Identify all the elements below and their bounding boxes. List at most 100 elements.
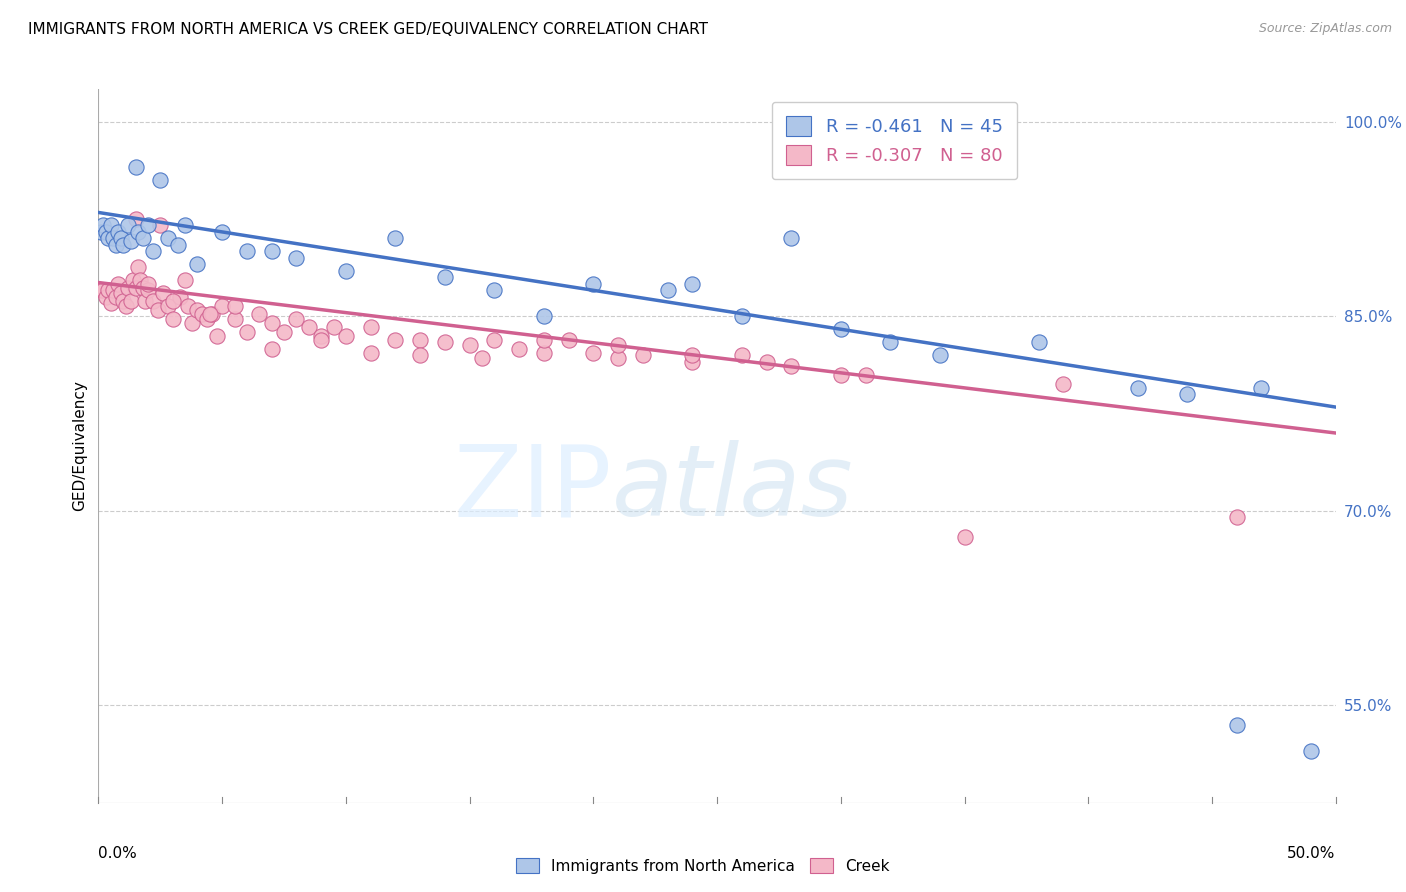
Point <box>309 328 332 343</box>
Point <box>198 307 221 321</box>
Point <box>533 333 555 347</box>
Point <box>533 310 555 324</box>
Point <box>104 290 127 304</box>
Point <box>409 348 432 362</box>
Point <box>156 231 179 245</box>
Point <box>93 283 115 297</box>
Point <box>166 238 188 252</box>
Point <box>236 244 259 259</box>
Point <box>582 345 605 359</box>
Point <box>186 302 208 317</box>
Point <box>322 319 344 334</box>
Point <box>1052 376 1074 391</box>
Point <box>136 219 159 233</box>
Text: 0.0%: 0.0% <box>98 846 138 861</box>
Point <box>260 316 283 330</box>
Point <box>285 311 308 326</box>
Point <box>90 225 112 239</box>
Point <box>162 293 184 308</box>
Point <box>335 328 357 343</box>
Point <box>107 277 129 291</box>
Point <box>1028 335 1050 350</box>
Point <box>169 290 191 304</box>
Point <box>236 325 259 339</box>
Point <box>879 335 901 350</box>
Point <box>433 270 456 285</box>
Point <box>533 345 555 359</box>
Point <box>93 219 115 233</box>
Point <box>124 211 146 226</box>
Point <box>384 333 406 347</box>
Point <box>124 281 146 295</box>
Point <box>681 277 703 291</box>
Point <box>298 319 321 334</box>
Point <box>176 299 198 313</box>
Point <box>360 319 382 334</box>
Point <box>855 368 877 382</box>
Point <box>104 238 127 252</box>
Point <box>174 219 197 233</box>
Point <box>1126 381 1149 395</box>
Point <box>681 354 703 368</box>
Point <box>181 316 204 330</box>
Point <box>124 160 146 174</box>
Point <box>433 335 456 350</box>
Point <box>211 299 233 313</box>
Legend: Immigrants from North America, Creek: Immigrants from North America, Creek <box>510 852 896 880</box>
Legend: R = -0.461   N = 45, R = -0.307   N = 80: R = -0.461 N = 45, R = -0.307 N = 80 <box>772 102 1018 179</box>
Point <box>285 251 308 265</box>
Point <box>780 231 803 245</box>
Point <box>114 299 136 313</box>
Point <box>120 293 142 308</box>
Point <box>657 283 679 297</box>
Point <box>136 277 159 291</box>
Point <box>103 231 125 245</box>
Point <box>110 231 132 245</box>
Point <box>146 302 169 317</box>
Point <box>247 307 270 321</box>
Point <box>149 173 172 187</box>
Point <box>335 264 357 278</box>
Point <box>211 225 233 239</box>
Text: 50.0%: 50.0% <box>1288 846 1336 861</box>
Point <box>928 348 950 362</box>
Point <box>127 225 149 239</box>
Point <box>205 328 228 343</box>
Point <box>1250 381 1272 395</box>
Point <box>484 283 506 297</box>
Text: IMMIGRANTS FROM NORTH AMERICA VS CREEK GED/EQUIVALENCY CORRELATION CHART: IMMIGRANTS FROM NORTH AMERICA VS CREEK G… <box>28 22 709 37</box>
Point <box>1299 744 1322 758</box>
Point <box>97 231 120 245</box>
Point <box>97 283 120 297</box>
Point <box>103 283 125 297</box>
Point <box>731 310 754 324</box>
Text: ZIP: ZIP <box>454 441 612 537</box>
Point <box>132 231 155 245</box>
Point <box>162 311 184 326</box>
Point <box>1226 510 1249 524</box>
Point <box>681 348 703 362</box>
Point <box>260 342 283 356</box>
Point <box>100 219 122 233</box>
Point <box>582 277 605 291</box>
Point <box>191 307 214 321</box>
Point <box>117 281 139 295</box>
Point <box>409 333 432 347</box>
Point <box>384 231 406 245</box>
Point <box>731 348 754 362</box>
Point <box>458 338 481 352</box>
Point <box>132 281 155 295</box>
Point <box>122 273 145 287</box>
Point <box>780 359 803 373</box>
Point <box>94 290 117 304</box>
Point <box>195 311 218 326</box>
Point <box>112 293 135 308</box>
Point <box>607 338 630 352</box>
Point <box>142 244 165 259</box>
Point <box>1175 387 1198 401</box>
Point <box>201 307 224 321</box>
Point <box>94 225 117 239</box>
Point <box>142 293 165 308</box>
Point <box>174 273 197 287</box>
Point <box>755 354 778 368</box>
